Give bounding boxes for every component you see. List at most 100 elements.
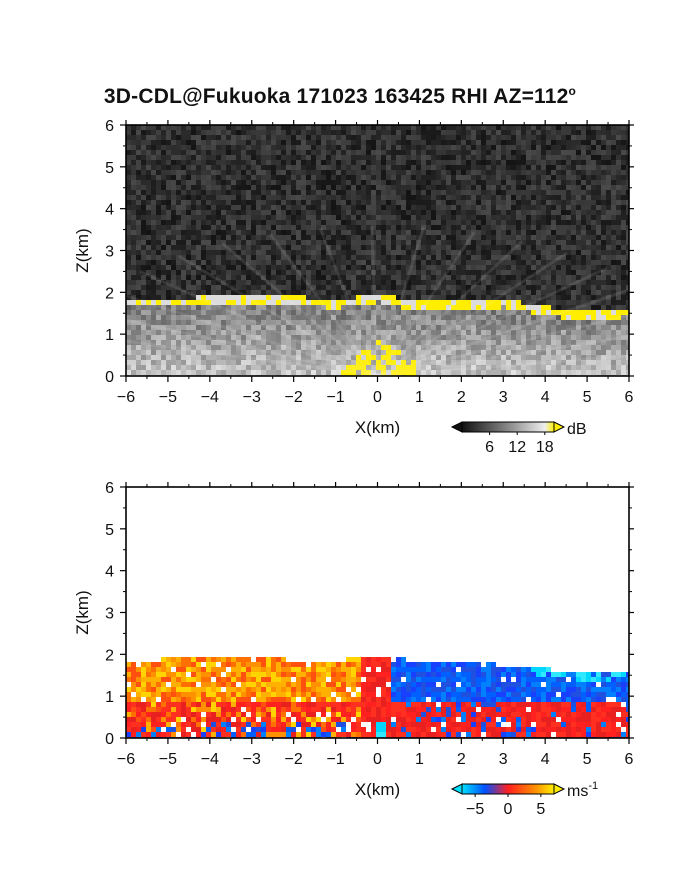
snr-cell	[591, 280, 596, 285]
snr-cell	[291, 345, 296, 350]
snr-cell	[551, 260, 556, 265]
snr-cell	[561, 180, 566, 185]
snr-cell	[496, 160, 501, 165]
snr-cell	[241, 270, 246, 275]
snr-cell	[251, 250, 256, 255]
snr-cell	[436, 155, 441, 160]
snr-cell	[216, 310, 221, 315]
snr-cell	[311, 240, 316, 245]
snr-cell	[491, 150, 496, 155]
snr-cell	[211, 255, 216, 260]
snr-cell	[381, 135, 386, 140]
snr-cell	[171, 340, 176, 345]
snr-cell	[211, 150, 216, 155]
snr-cell	[471, 200, 476, 205]
snr-cell	[581, 200, 586, 205]
snr-cell	[566, 150, 571, 155]
snr-cell	[516, 130, 521, 135]
snr-cell	[221, 135, 226, 140]
snr-cell	[316, 195, 321, 200]
snr-cell	[261, 165, 266, 170]
snr-cell	[131, 255, 136, 260]
snr-cell	[221, 220, 226, 225]
snr-cell	[436, 180, 441, 185]
snr-cell	[566, 125, 571, 130]
snr-cell	[201, 340, 206, 345]
snr-cell	[526, 305, 531, 310]
snr-cell	[171, 335, 176, 340]
snr-cell	[331, 305, 336, 310]
snr-cell	[441, 245, 446, 250]
snr-cell	[411, 215, 416, 220]
snr-cell	[126, 240, 131, 245]
snr-cell	[256, 335, 261, 340]
snr-cell	[511, 305, 516, 310]
snr-cell	[241, 245, 246, 250]
snr-cell	[281, 175, 286, 180]
snr-cell	[391, 135, 396, 140]
snr-cell	[506, 245, 511, 250]
snr-cell	[516, 220, 521, 225]
snr-cell	[271, 275, 276, 280]
snr-cell	[571, 200, 576, 205]
snr-cell	[161, 230, 166, 235]
snr-cell	[281, 325, 286, 330]
degree-superscript: o	[568, 84, 577, 98]
snr-cell	[306, 130, 311, 135]
snr-cell	[446, 240, 451, 245]
snr-cell	[471, 255, 476, 260]
snr-cell	[171, 125, 176, 130]
snr-cell	[166, 355, 171, 360]
snr-cell	[221, 255, 226, 260]
snr-cell	[126, 235, 131, 240]
snr-cell	[621, 325, 626, 330]
snr-cell	[251, 300, 256, 305]
snr-cell	[221, 345, 226, 350]
snr-cell	[501, 335, 506, 340]
snr-cell	[346, 160, 351, 165]
snr-cell	[346, 145, 351, 150]
snr-cell	[146, 150, 151, 155]
snr-cell	[506, 235, 511, 240]
snr-cell	[396, 255, 401, 260]
snr-cell	[371, 185, 376, 190]
snr-cell	[161, 300, 166, 305]
snr-cell	[426, 265, 431, 270]
snr-cell	[491, 285, 496, 290]
snr-cell	[311, 245, 316, 250]
snr-cell	[471, 325, 476, 330]
snr-cell	[596, 195, 601, 200]
snr-cell	[541, 305, 546, 310]
snr-cell	[516, 180, 521, 185]
snr-cell	[331, 345, 336, 350]
snr-cell	[286, 230, 291, 235]
snr-cell	[326, 350, 331, 355]
snr-cell	[211, 195, 216, 200]
snr-cell	[626, 330, 629, 335]
snr-cell	[591, 295, 596, 300]
snr-cell	[561, 245, 566, 250]
snr-cell	[506, 135, 511, 140]
snr-cell	[531, 275, 536, 280]
snr-cell	[351, 285, 356, 290]
snr-cell	[356, 240, 361, 245]
snr-cell	[341, 315, 346, 320]
snr-cell	[136, 190, 141, 195]
snr-cell	[311, 230, 316, 235]
snr-cell	[461, 165, 466, 170]
snr-cell	[161, 345, 166, 350]
snr-cell	[331, 275, 336, 280]
snr-cell	[206, 190, 211, 195]
snr-cell	[391, 315, 396, 320]
snr-cell	[216, 370, 221, 375]
snr-cell	[276, 150, 281, 155]
snr-cell	[626, 275, 629, 280]
snr-cell	[416, 175, 421, 180]
snr-cell	[386, 160, 391, 165]
snr-cell	[206, 290, 211, 295]
snr-cell	[301, 150, 306, 155]
snr-cell	[316, 215, 321, 220]
snr-cell	[141, 165, 146, 170]
snr-cell	[496, 335, 501, 340]
snr-cell	[236, 320, 241, 325]
